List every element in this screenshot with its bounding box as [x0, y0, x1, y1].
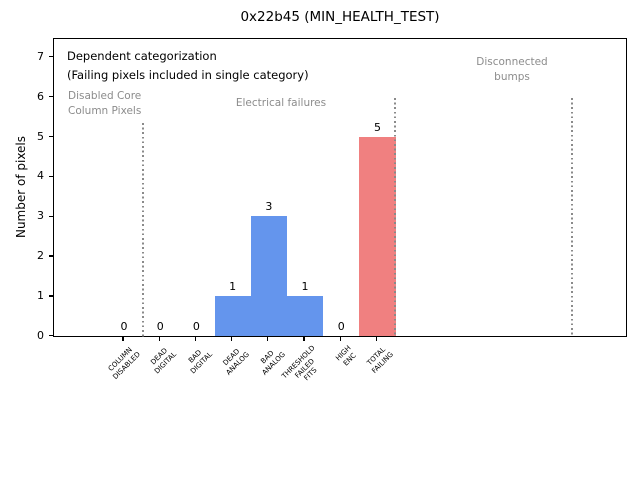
y-tick-label: 6	[37, 89, 44, 103]
region-label-disconnected-bumps: Disconnected bumps	[476, 56, 548, 83]
region-label-disabled-core-column-pixels: Disabled Core Column Pixels	[68, 90, 142, 117]
y-tick-label: 7	[37, 49, 44, 63]
bar-total-failing	[359, 136, 396, 336]
x-tick-mark	[194, 337, 196, 341]
region-divider	[142, 123, 144, 337]
region-label-electrical-failures: Electrical failures	[235, 97, 327, 109]
bar-value-label-high-enc: 0	[337, 320, 345, 333]
bar-value-label-dead-digital: 0	[156, 320, 164, 333]
x-tick-label-high-enc: HIGH ENC	[334, 344, 358, 368]
x-tick-label-dead-digital: DEAD DIGITAL	[149, 346, 178, 376]
x-tick-mark	[375, 337, 378, 341]
x-tick-label-dead-analog: DEAD ANALOG	[221, 347, 251, 377]
y-tick-mark	[48, 135, 53, 138]
x-tick-label-threshold-failed-fits: THRESHOLD FAILED FITS	[280, 344, 319, 383]
x-tick-mark	[339, 337, 341, 341]
bar-value-label-threshold-failed-fits: 1	[301, 280, 309, 294]
x-tick-mark	[303, 337, 305, 341]
bar-value-label-column-disabled: 0	[120, 320, 128, 333]
bar-value-label-total-failing: 5	[373, 120, 381, 134]
x-tick-label-column-disabled: COLUMN DISABLED	[106, 345, 142, 381]
bar-threshold-failed-fits	[286, 296, 324, 336]
x-tick-mark	[267, 337, 269, 341]
annotation-dependent-categorization: Dependent categorization	[67, 49, 217, 63]
y-tick-mark	[48, 96, 53, 98]
y-tick-mark	[48, 215, 53, 217]
bar-value-label-bad-analog: 3	[265, 200, 273, 214]
chart-title: 0x22b45 (MIN_HEALTH_TEST)	[240, 9, 440, 25]
x-tick-mark	[231, 337, 233, 341]
y-tick-mark	[48, 255, 53, 257]
bar-value-label-dead-analog: 1	[229, 280, 237, 294]
x-tick-mark	[158, 337, 160, 341]
bar-value-label-bad-digital: 0	[192, 320, 200, 333]
y-axis-label: Number of pixels	[14, 135, 28, 239]
y-tick-label: 4	[37, 169, 44, 183]
x-tick-label-bad-digital: BAD DIGITAL	[187, 348, 215, 376]
plot-area: 0 0 0 1 3 1 0 5 Dependent categorization (Faili…	[53, 38, 627, 337]
x-tick-label-total-failing: TOTAL FAILING	[366, 345, 396, 375]
y-tick-label: 0	[37, 328, 44, 342]
y-tick-label: 1	[37, 288, 44, 302]
y-tick-label: 2	[37, 249, 44, 263]
x-tick-mark	[122, 337, 124, 341]
y-tick-mark	[48, 175, 53, 177]
y-tick-label: 3	[37, 209, 44, 223]
bar-dead-analog	[214, 296, 251, 336]
annotation-failing-pixels-note: (Failing pixels included in single categ…	[67, 68, 309, 82]
y-tick-mark	[48, 335, 53, 337]
y-tick-mark	[48, 295, 53, 297]
region-divider	[571, 98, 573, 337]
y-tick-label: 5	[37, 129, 44, 143]
y-tick-mark	[48, 56, 53, 58]
bar-bad-analog	[250, 216, 287, 336]
region-divider	[394, 98, 396, 337]
